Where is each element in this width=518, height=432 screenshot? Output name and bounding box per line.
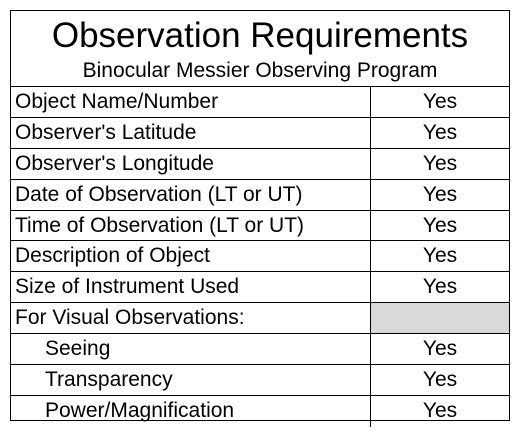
- requirement-label: Observer's Longitude: [11, 148, 371, 179]
- table-row: Description of Object Yes: [11, 241, 509, 273]
- table-row: Seeing Yes: [11, 334, 509, 366]
- requirement-value: Yes: [422, 337, 458, 361]
- requirement-value: Yes: [422, 90, 458, 113]
- requirement-label: Size of Instrument Used: [11, 272, 371, 303]
- requirement-value: Yes: [422, 120, 458, 144]
- table-title: Observation Requirements: [51, 16, 469, 55]
- shaded-cell: [371, 303, 509, 334]
- requirement-value: Yes: [422, 275, 458, 299]
- requirement-label: Observer's Latitude: [11, 117, 371, 148]
- requirement-label: Power/Magnification: [11, 395, 371, 427]
- requirement-value: Yes: [422, 398, 458, 422]
- requirement-value: Yes: [422, 213, 458, 237]
- table-row: Date of Observation (LT or UT) Yes: [11, 179, 509, 211]
- table-row: Observer's Longitude Yes: [11, 148, 509, 180]
- requirement-value: Yes: [422, 244, 458, 268]
- requirement-label: Time of Observation (LT or UT): [11, 210, 371, 241]
- table-subtitle: Binocular Messier Observing Program: [11, 57, 509, 87]
- requirement-value: Yes: [422, 182, 458, 206]
- table-row: Power/Magnification Yes: [11, 395, 509, 427]
- table-row: Time of Observation (LT or UT) Yes: [11, 210, 509, 242]
- requirement-label: Description of Object: [11, 241, 371, 272]
- table-row: Object Name/Number Yes: [11, 87, 509, 118]
- table-row: Transparency Yes: [11, 365, 509, 396]
- requirement-label: Seeing: [11, 334, 371, 365]
- section-header-row: For Visual Observations:: [11, 303, 509, 335]
- requirement-value: Yes: [422, 151, 458, 175]
- requirement-value: Yes: [422, 368, 458, 392]
- requirement-label: Object Name/Number: [11, 87, 371, 117]
- requirements-table: Observation Requirements Binocular Messi…: [10, 10, 510, 427]
- section-header-label: For Visual Observations:: [11, 303, 371, 334]
- table-row: Size of Instrument Used Yes: [11, 272, 509, 304]
- table-row: Observer's Latitude Yes: [11, 117, 509, 149]
- requirement-label: Transparency: [11, 365, 371, 395]
- requirement-label: Date of Observation (LT or UT): [11, 179, 371, 210]
